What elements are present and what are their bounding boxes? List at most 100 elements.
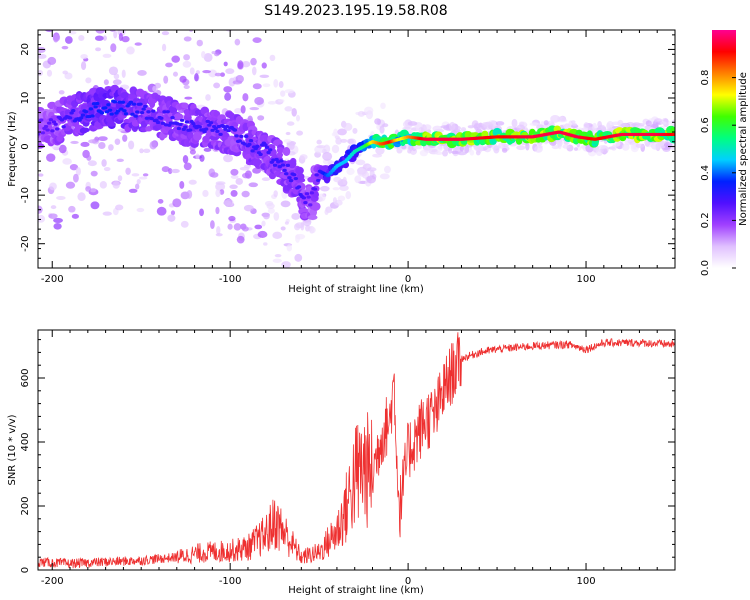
spectral-speckle (667, 120, 675, 125)
spectral-speckle (184, 96, 193, 100)
spectral-speckle (172, 198, 182, 208)
spectral-ridge-peak (255, 144, 260, 148)
spectral-speckle (550, 115, 561, 123)
spectral-speckle (196, 39, 203, 47)
spectral-speckle (219, 189, 225, 195)
spectral-speckle (289, 142, 295, 150)
y-tick-label: 10 (20, 92, 31, 105)
spectral-speckle (229, 184, 238, 190)
spectral-ridge-peak (306, 195, 311, 199)
spectral-speckle (53, 222, 62, 230)
spectral-speckle (81, 9, 87, 17)
spectral-ridge-peak (123, 112, 129, 116)
spectral-ridge-peak (183, 125, 188, 129)
spectrogram-frame (37, 29, 676, 269)
spectral-speckle (379, 173, 390, 180)
spectral-ridge-peak (80, 113, 86, 117)
spectral-speckle (202, 189, 209, 198)
spectral-ridge-peak (191, 121, 196, 126)
spectral-ridge-peak (221, 124, 226, 129)
spectral-ridge-cell (181, 102, 189, 109)
spectral-ridge-peak (131, 102, 137, 106)
spectral-speckle (167, 214, 176, 222)
spectral-speckle (80, 53, 88, 60)
spectral-speckle (108, 66, 119, 76)
spectral-speckle (44, 30, 54, 32)
snr-y-axis: 0 200 400 600 (20, 339, 675, 573)
spectral-speckle (645, 120, 652, 127)
spectral-ridge-peak (144, 116, 150, 120)
spectral-speckle (267, 100, 277, 105)
spectral-ridge-peak (288, 179, 294, 183)
spectral-speckle (223, 86, 233, 93)
spectral-speckle (529, 122, 540, 127)
spectral-ridge-peak (242, 142, 247, 146)
spectral-speckle (95, 47, 102, 52)
spectral-speckle (115, 204, 124, 211)
spectral-ridge-peak (210, 128, 215, 132)
spectral-speckle (502, 143, 509, 148)
spectral-speckle (80, 61, 87, 71)
spectral-ridge-peak (48, 118, 54, 122)
spectral-speckle (243, 164, 252, 169)
spectral-ridge-peak (47, 121, 52, 125)
spectral-speckle (310, 226, 316, 234)
spectral-speckle (241, 226, 249, 232)
spectral-ridge-peak (178, 122, 183, 127)
spectral-ridge-peak (237, 139, 242, 143)
spectral-speckle (38, 53, 47, 59)
spectral-ridge-peak (184, 120, 190, 124)
spectral-speckle (102, 211, 112, 216)
spectral-ridge-cell (173, 113, 184, 120)
spectral-ridge-peak (119, 107, 124, 111)
spectral-speckle (252, 83, 262, 90)
spectral-ridge-peak (197, 125, 202, 129)
spectral-speckle (423, 124, 432, 131)
spectral-ridge-peak (170, 115, 175, 120)
spectral-speckle (407, 148, 412, 154)
spectral-ridge-peak (215, 129, 220, 133)
spectral-ridge-peak (247, 142, 252, 146)
spectral-ridge-peak (90, 114, 95, 118)
spectral-speckle (650, 143, 660, 150)
spectral-ridge-peak (268, 148, 273, 152)
spectral-speckle (49, 18, 57, 21)
spectral-speckle (252, 37, 262, 43)
spectral-speckle (240, 105, 246, 114)
spectral-ridge-cell (307, 214, 318, 220)
spectral-speckle (38, 173, 44, 177)
spectral-speckle (216, 225, 221, 235)
spectral-speckle (501, 147, 508, 153)
spectral-speckle (281, 261, 291, 268)
spectral-speckle (516, 124, 526, 131)
spectral-speckle (264, 200, 274, 207)
spectral-ridge-peak (213, 126, 218, 131)
spectral-speckle (230, 168, 239, 176)
spectral-ridge-peak (316, 178, 321, 183)
spectral-speckle (299, 154, 308, 160)
spectral-speckle (624, 137, 634, 146)
spectral-ridge-peak (130, 112, 135, 116)
spectral-speckle (182, 60, 192, 68)
spectral-speckle (189, 149, 196, 155)
spectral-speckle (611, 121, 621, 126)
spectral-speckle (62, 158, 72, 165)
spectral-speckle (87, 21, 91, 27)
spectral-speckle (402, 126, 411, 130)
spectral-speckle (259, 74, 270, 78)
spectral-speckle (161, 43, 167, 52)
spectral-speckle (227, 223, 233, 230)
spectral-speckle (137, 70, 147, 76)
spectral-speckle (49, 17, 57, 23)
spectral-speckle (440, 125, 451, 129)
spectral-speckle (99, 180, 107, 189)
spectral-speckle (334, 135, 340, 140)
spectral-ridge-peak (218, 132, 223, 136)
spectral-speckle (204, 21, 211, 26)
spectral-speckle (208, 168, 216, 177)
spectral-speckle (71, 213, 79, 219)
spectral-speckle (214, 72, 222, 77)
spectral-speckle (261, 62, 267, 69)
spectral-speckle (278, 99, 285, 103)
spectral-speckle (249, 107, 260, 111)
